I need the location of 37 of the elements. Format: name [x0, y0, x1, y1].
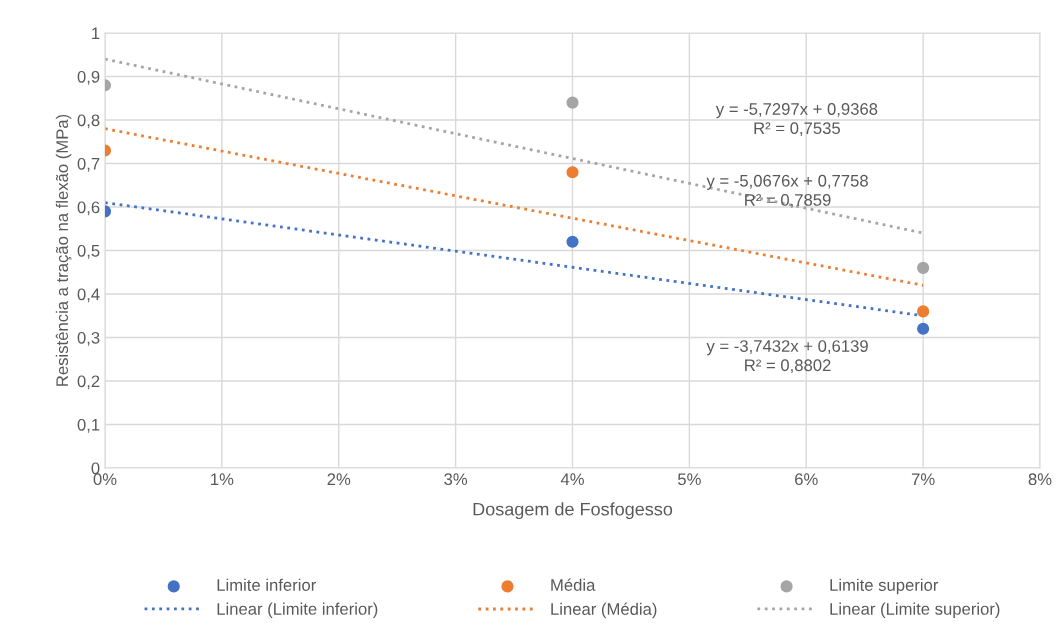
x-tick-label: 7%	[911, 473, 935, 486]
legend-label: Limite superior	[830, 578, 939, 595]
annotation: y = -5,0676x + 0,7758 R² = 0,7859	[706, 174, 868, 208]
y-tick-label: 0,8	[77, 114, 100, 129]
x-tick-label: 1%	[211, 473, 234, 486]
x-tick-label: 4%	[560, 473, 584, 486]
y-tick-label: 0,1	[77, 418, 100, 433]
point	[917, 261, 930, 274]
x-tick-label: 5%	[678, 473, 701, 486]
x-tick-label: 3%	[444, 473, 468, 486]
y-tick-label: 0,5	[77, 244, 100, 259]
y-tick-label: 1	[92, 27, 100, 40]
y-tick-label: 0,9	[77, 70, 100, 85]
annotation: y = -3,7432x + 0,6139 R² = 0,8802	[706, 340, 868, 374]
legend-label: Média	[551, 578, 596, 591]
x-tick-label: 0%	[93, 473, 117, 486]
y-tick-label: 0,6	[77, 201, 100, 216]
legend-label: Linear (Limite inferior)	[217, 602, 378, 619]
y-tick-label: 0,7	[77, 157, 100, 172]
point	[566, 166, 579, 179]
x-tick-label: 8%	[1028, 473, 1052, 486]
point	[566, 235, 579, 248]
x-axis-title: Dosagem de Fosfogesso	[473, 502, 673, 520]
legend-label: Limite inferior	[217, 578, 316, 591]
y-tick-label: 0	[91, 462, 100, 475]
y-axis-title: Resistência a tração na flexão (MPa)	[55, 114, 72, 386]
point	[566, 96, 579, 109]
annotation: y = -5,7297x + 0,9368 R² = 0,7535	[715, 103, 878, 137]
legend-label: Linear (Média)	[551, 602, 657, 619]
y-tick-label: 0,2	[77, 375, 100, 390]
x-tick-label: 2%	[327, 473, 351, 486]
x-tick-label: 6%	[795, 473, 818, 486]
y-tick-label: 0,3	[77, 331, 100, 346]
y-tick-label: 0,4	[77, 288, 100, 303]
point	[917, 305, 930, 318]
legend-label: Linear (Limite superior)	[830, 602, 1000, 619]
point	[917, 322, 930, 335]
